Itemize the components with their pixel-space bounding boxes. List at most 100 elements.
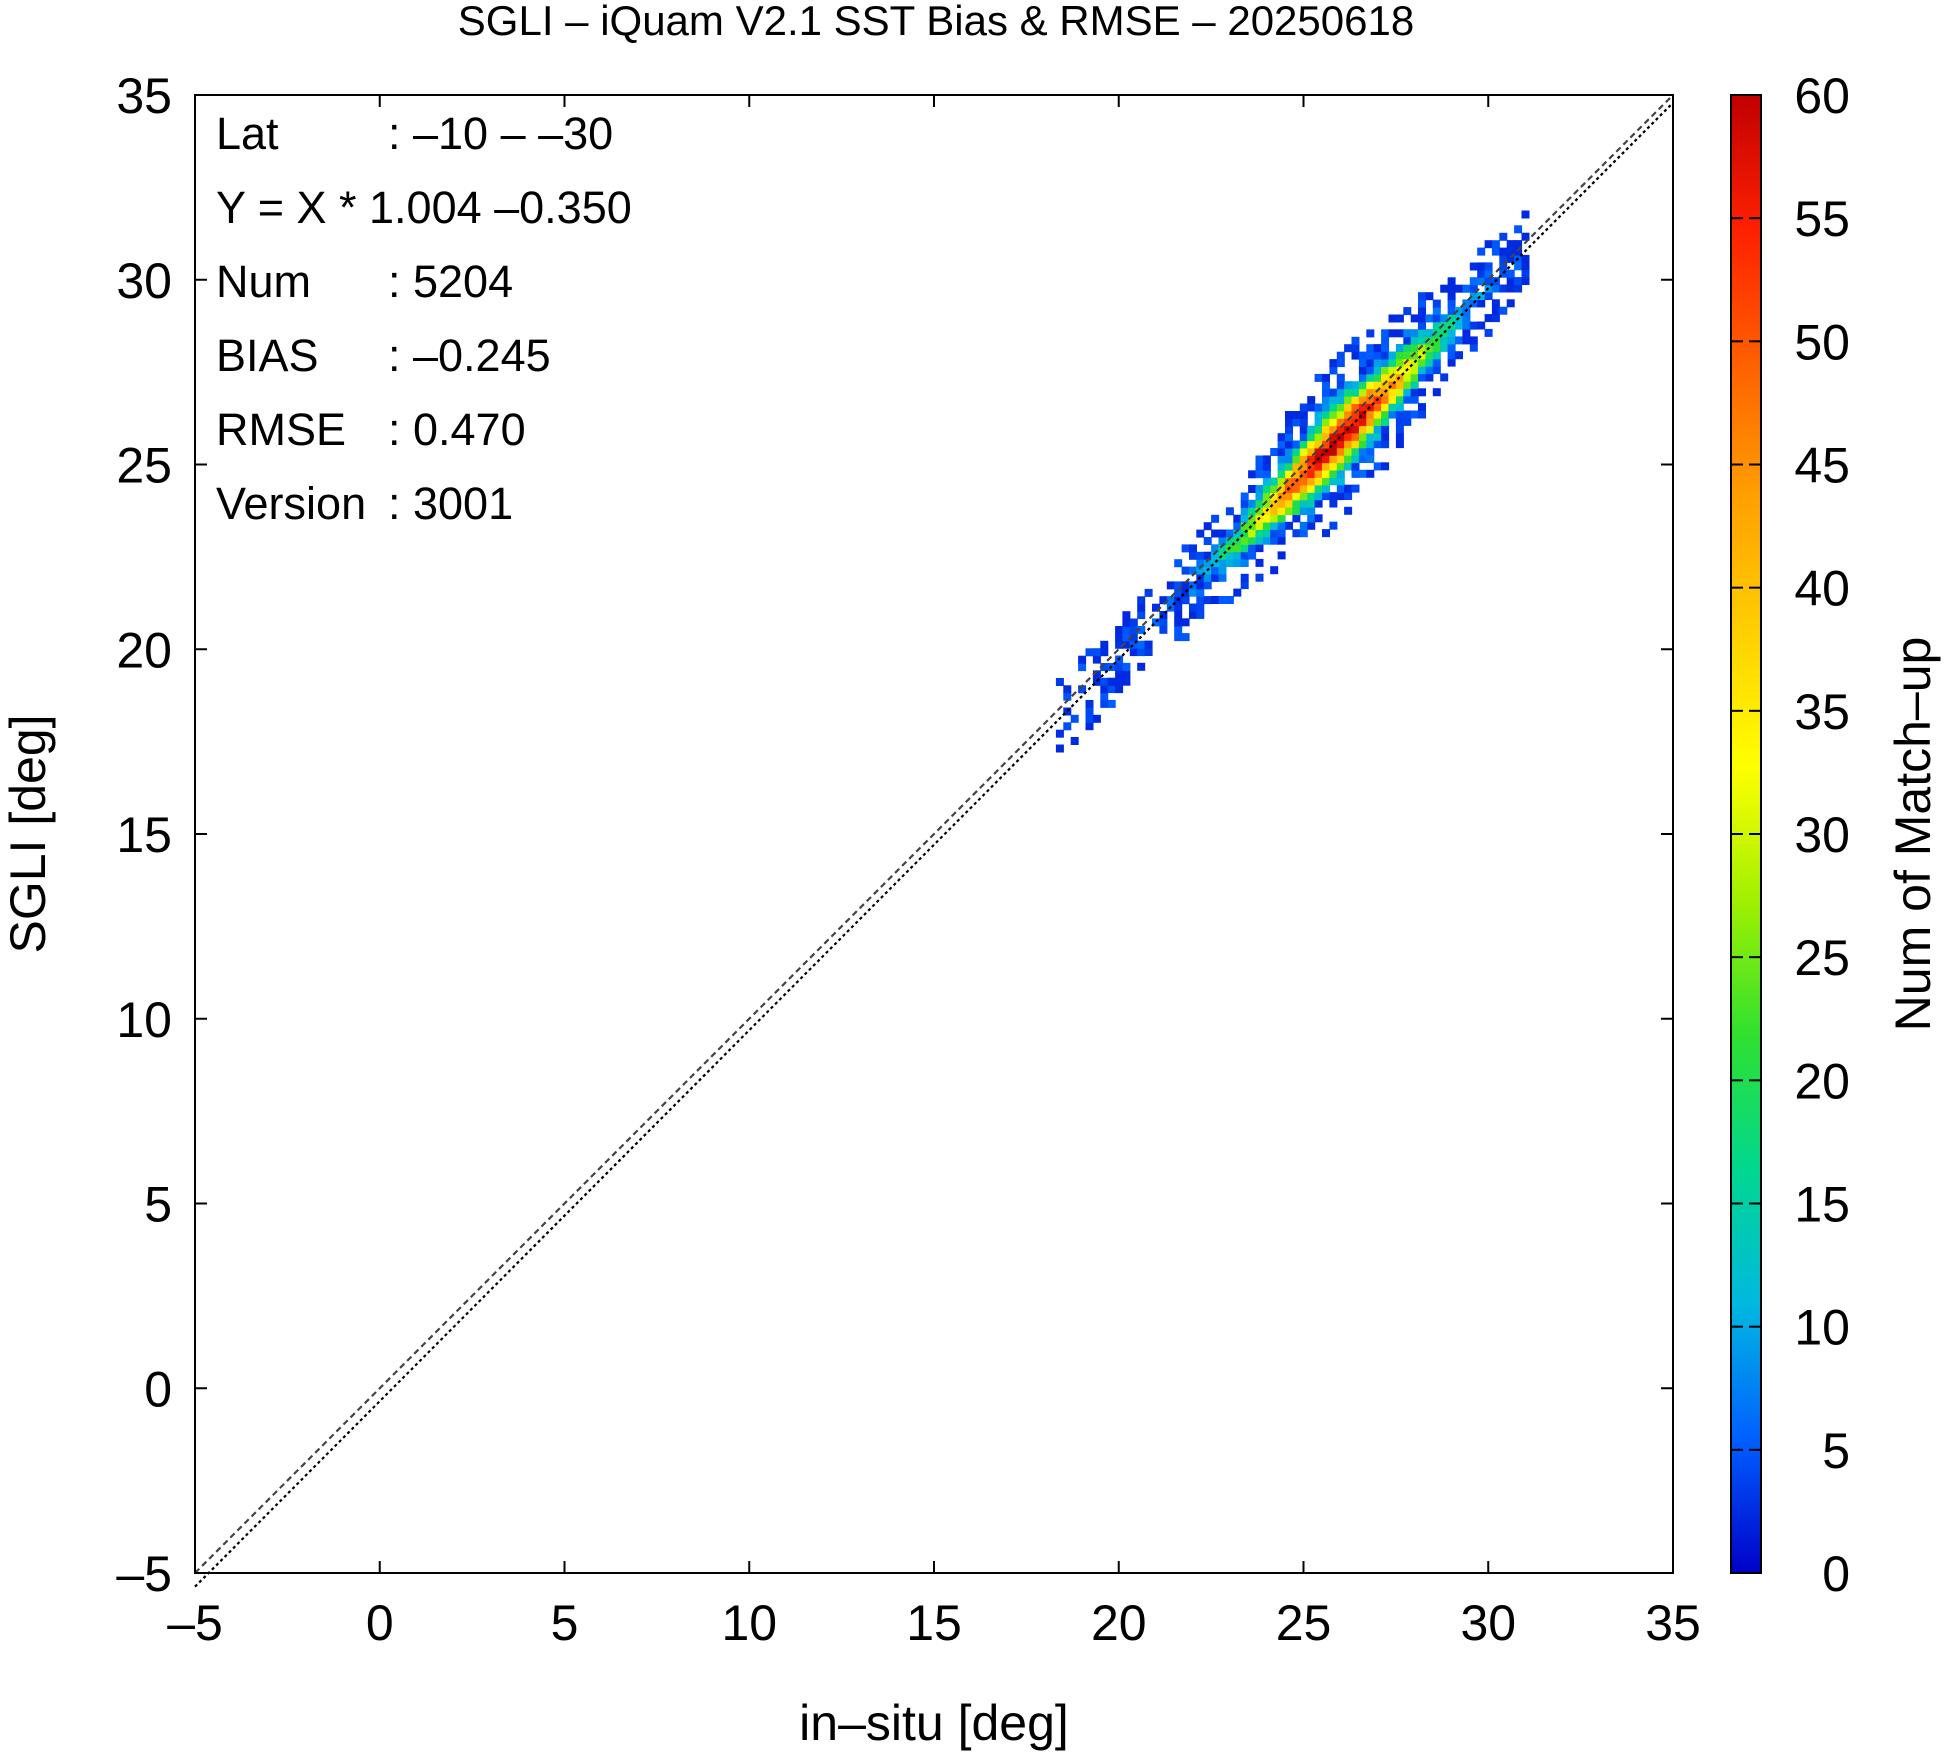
density-cell xyxy=(1262,514,1271,523)
density-cell xyxy=(1100,648,1109,657)
density-cell xyxy=(1506,284,1515,293)
density-cell xyxy=(1329,433,1338,441)
density-cell xyxy=(1307,492,1316,501)
density-cell xyxy=(1395,425,1404,434)
annotation-value: : 5204 xyxy=(388,256,513,307)
y-tick-label: 25 xyxy=(116,438,172,494)
density-cell xyxy=(1285,492,1293,501)
annotation-value: : –10 – –30 xyxy=(388,108,613,159)
density-cell xyxy=(1262,485,1271,493)
density-cell xyxy=(1211,559,1220,568)
density-cell xyxy=(1351,425,1360,434)
density-cell xyxy=(1218,544,1227,553)
density-cell xyxy=(1336,433,1345,441)
density-cell xyxy=(1358,447,1367,456)
density-cell xyxy=(1344,506,1353,515)
density-cell xyxy=(1225,529,1234,538)
density-cell xyxy=(1358,403,1367,412)
density-cell xyxy=(1277,536,1286,545)
density-cell xyxy=(1203,581,1212,590)
density-cell xyxy=(1137,625,1146,634)
density-cell xyxy=(1115,626,1124,634)
density-cell xyxy=(1447,351,1456,360)
density-cell xyxy=(1299,477,1308,486)
density-cell xyxy=(1196,551,1205,560)
density-cell xyxy=(1506,299,1515,308)
density-cell xyxy=(1336,359,1345,368)
density-cell xyxy=(1314,403,1323,412)
density-cell xyxy=(1455,321,1463,330)
density-cell xyxy=(1336,469,1345,478)
density-cell xyxy=(1388,403,1397,412)
density-cell xyxy=(1447,343,1456,352)
density-cell xyxy=(1218,529,1227,538)
density-cell xyxy=(1255,485,1264,493)
density-cell xyxy=(1381,344,1390,353)
density-cell xyxy=(1410,395,1419,404)
density-cell xyxy=(1322,381,1330,390)
density-cell xyxy=(1506,240,1515,249)
density-cell xyxy=(1299,410,1308,419)
density-cell xyxy=(1248,544,1257,553)
density-cell xyxy=(1255,455,1264,464)
density-cell xyxy=(1329,499,1338,508)
density-cell xyxy=(1307,477,1316,486)
density-cell xyxy=(1491,247,1500,256)
density-cell xyxy=(1477,299,1486,308)
density-cell xyxy=(1092,714,1101,723)
density-cell xyxy=(1358,373,1367,382)
density-cell xyxy=(1447,321,1456,330)
density-cell xyxy=(1211,529,1220,538)
density-cell xyxy=(1285,440,1293,449)
density-cell xyxy=(1432,351,1441,360)
density-cell xyxy=(1366,388,1375,397)
density-cell xyxy=(1351,388,1360,397)
density-cell xyxy=(1063,722,1072,731)
density-cell xyxy=(1336,425,1345,434)
density-cell xyxy=(1395,417,1404,426)
density-cell xyxy=(1322,396,1330,405)
y-tick-labels: –5 0 5 10 15 20 25 30 35 xyxy=(116,68,172,1602)
density-cell xyxy=(1329,440,1338,449)
density-cell xyxy=(1307,521,1316,530)
density-cell xyxy=(1418,358,1426,367)
density-cell xyxy=(1403,395,1412,404)
density-cell xyxy=(1329,455,1338,464)
chart-title: SGLI – iQuam V2.1 SST Bias & RMSE – 2025… xyxy=(458,0,1414,44)
density-cell xyxy=(1240,551,1249,560)
density-cell xyxy=(1314,470,1323,478)
density-cell xyxy=(1174,618,1183,627)
density-cell xyxy=(1388,388,1397,397)
density-cell xyxy=(1262,536,1271,545)
density-cell xyxy=(1462,321,1471,330)
density-cell xyxy=(1499,284,1508,293)
density-cell xyxy=(1358,359,1367,367)
density-cell xyxy=(1314,373,1323,382)
density-cell xyxy=(1395,314,1404,323)
density-cell xyxy=(1115,677,1124,686)
density-cell xyxy=(1115,662,1124,671)
density-cell xyxy=(1336,351,1345,360)
density-cell xyxy=(1336,410,1345,419)
density-cell xyxy=(1322,388,1330,397)
density-cell xyxy=(1233,559,1242,567)
density-cell xyxy=(1336,403,1345,412)
density-cell xyxy=(1277,499,1286,508)
density-cell xyxy=(1432,343,1441,352)
density-cell xyxy=(1085,648,1094,657)
density-cell xyxy=(1358,388,1367,397)
density-cell xyxy=(1521,210,1530,219)
density-cell xyxy=(1381,373,1390,382)
density-cell xyxy=(1403,410,1412,419)
density-cell xyxy=(1285,477,1293,486)
density-cell xyxy=(1196,566,1205,575)
colorbar-tick-label: 10 xyxy=(1794,1300,1850,1356)
density-cell xyxy=(1322,440,1330,449)
density-cell xyxy=(1455,284,1463,293)
density-cell xyxy=(1189,603,1197,612)
density-cell xyxy=(1336,440,1345,449)
density-cell xyxy=(1373,351,1382,360)
density-cell xyxy=(1418,299,1426,308)
density-cell xyxy=(1388,395,1397,404)
